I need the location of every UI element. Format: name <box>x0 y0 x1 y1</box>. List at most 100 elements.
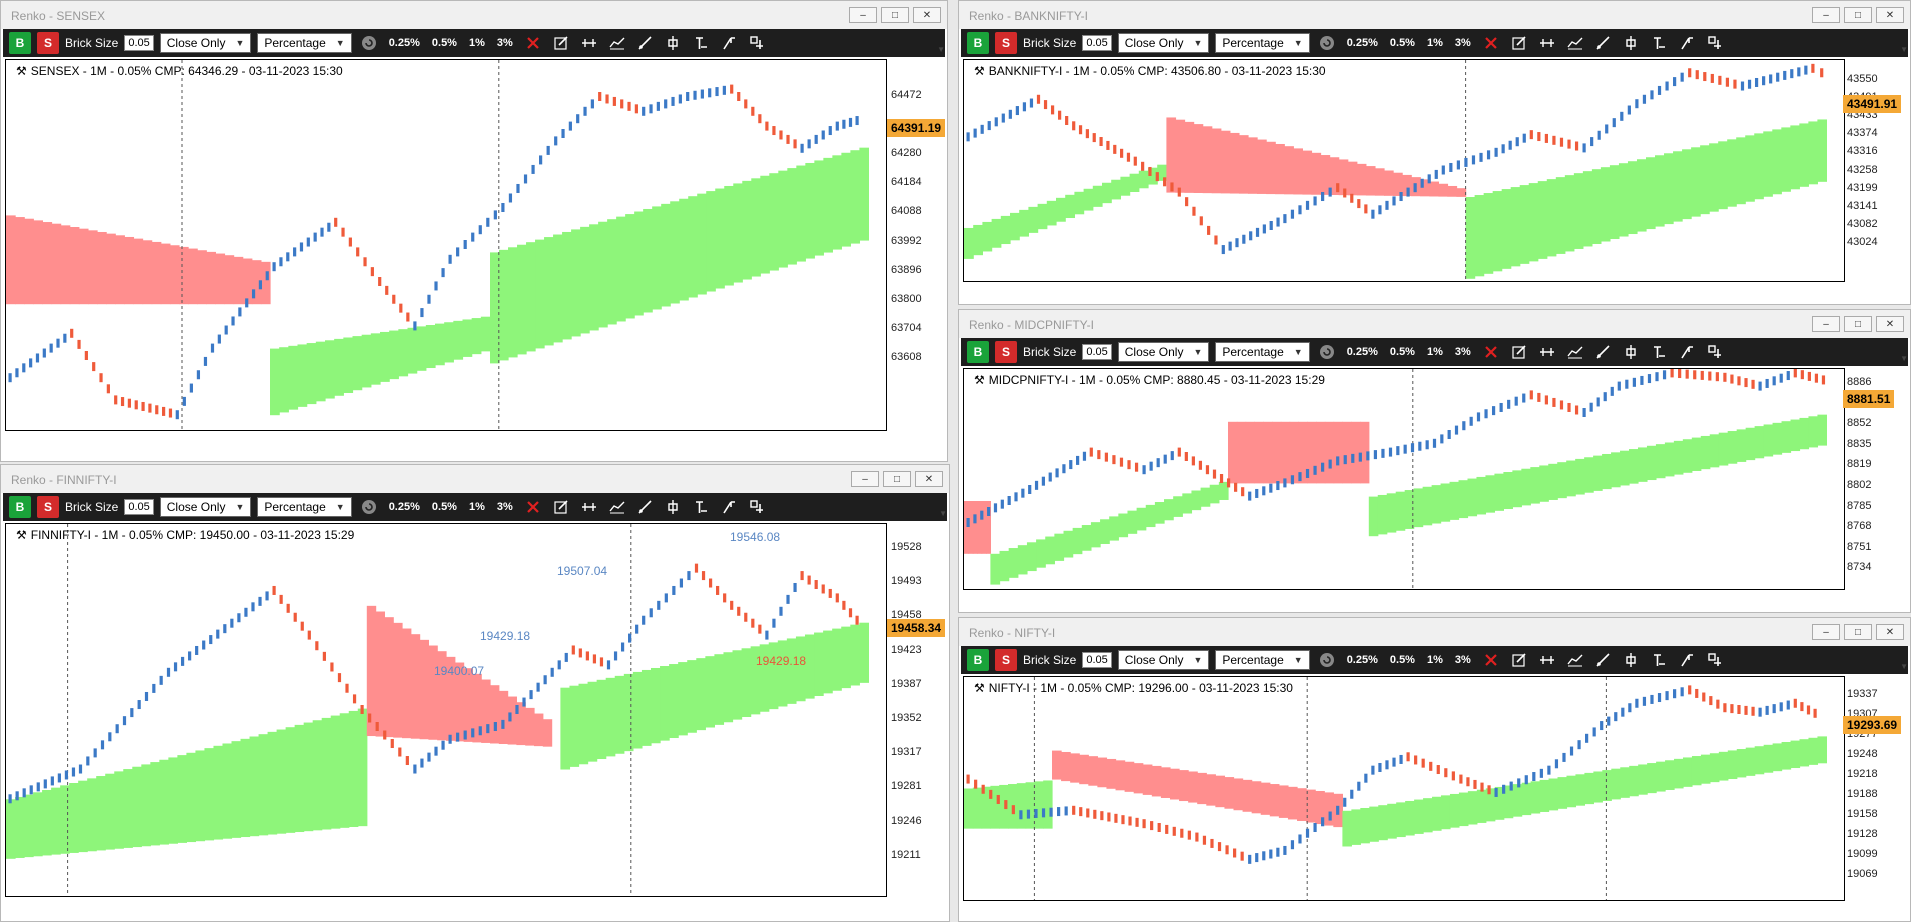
measure-icon[interactable] <box>1676 32 1698 54</box>
delete-icon[interactable] <box>1480 32 1502 54</box>
layout-icon[interactable] <box>1704 32 1726 54</box>
trendline-icon[interactable] <box>1592 649 1614 671</box>
refresh-icon[interactable] <box>1316 32 1338 54</box>
maximize-button[interactable]: □ <box>881 7 909 23</box>
trendline-icon[interactable] <box>634 496 656 518</box>
toolbar-overflow-icon[interactable]: ▼ <box>1900 662 1908 671</box>
price-annotation[interactable]: 19429.18 <box>480 629 531 643</box>
plot-frame[interactable]: ⚒ FINNIFTY-I - 1M - 0.05% CMP: 19450.00 -… <box>5 523 887 897</box>
horizontal-line-icon[interactable] <box>578 496 600 518</box>
plot-frame[interactable]: ⚒ MIDCPNIFTY-I - 1M - 0.05% CMP: 8880.45 … <box>963 368 1845 590</box>
mode-select[interactable]: Close Only ▼ <box>1117 33 1210 53</box>
renko-chart[interactable] <box>6 524 887 897</box>
window-titlebar[interactable]: Renko - NIFTY-I – □ ✕ <box>959 618 1910 646</box>
toolbar-overflow-icon[interactable]: ▼ <box>939 509 947 518</box>
mode-select[interactable]: Close Only ▼ <box>1117 650 1210 670</box>
plot-frame[interactable]: ⚒ BANKNIFTY-I - 1M - 0.05% CMP: 43506.80 … <box>963 59 1845 282</box>
mode-select[interactable]: Close Only ▼ <box>159 497 252 517</box>
trendline-icon[interactable] <box>1592 341 1614 363</box>
crosshair-icon[interactable] <box>662 32 684 54</box>
price-annotation[interactable]: 19400.07 <box>434 664 485 678</box>
window-sensex[interactable]: Renko - SENSEX – □ ✕ B S Brick Size 0.05 Close O… <box>0 0 948 462</box>
crosshair-icon[interactable] <box>1620 649 1642 671</box>
price-annotation[interactable]: 19429.18 <box>756 654 807 668</box>
buy-button[interactable]: B <box>967 341 989 363</box>
chart-area[interactable]: ⚒ BANKNIFTY-I - 1M - 0.05% CMP: 43506.80 … <box>961 59 1908 302</box>
text-tool-icon[interactable] <box>1648 341 1670 363</box>
pct-button-1[interactable]: 0.25% <box>388 501 420 513</box>
renko-chart[interactable] <box>964 369 1845 590</box>
indicator-icon[interactable] <box>1564 649 1586 671</box>
layout-icon[interactable] <box>746 32 768 54</box>
pct-button-2[interactable]: 0.5% <box>1389 654 1415 666</box>
buy-button[interactable]: B <box>9 32 31 54</box>
mode-select[interactable]: Close Only ▼ <box>159 33 252 53</box>
type-select[interactable]: Percentage ▼ <box>1215 33 1310 53</box>
chart-area[interactable]: ⚒ NIFTY-I - 1M - 0.05% CMP: 19296.00 - 03… <box>961 676 1908 919</box>
indicator-icon[interactable] <box>606 32 628 54</box>
type-select[interactable]: Percentage ▼ <box>257 33 352 53</box>
trendline-icon[interactable] <box>634 32 656 54</box>
brick-size-input[interactable]: 0.05 <box>124 499 154 515</box>
text-tool-icon[interactable] <box>690 32 712 54</box>
maximize-button[interactable]: □ <box>1844 624 1872 640</box>
pct-button-3[interactable]: 1% <box>1426 346 1443 358</box>
close-button[interactable]: ✕ <box>1876 624 1904 640</box>
chart-area[interactable]: ⚒ MIDCPNIFTY-I - 1M - 0.05% CMP: 8880.45 … <box>961 368 1908 610</box>
close-button[interactable]: ✕ <box>1876 316 1904 332</box>
plot-frame[interactable]: ⚒ NIFTY-I - 1M - 0.05% CMP: 19296.00 - 03… <box>963 676 1845 901</box>
close-button[interactable]: ✕ <box>915 471 943 487</box>
refresh-icon[interactable] <box>1316 649 1338 671</box>
pct-button-4[interactable]: 3% <box>496 37 513 49</box>
edit-icon[interactable] <box>550 32 572 54</box>
chart-area[interactable]: ⚒ FINNIFTY-I - 1M - 0.05% CMP: 19450.00 -… <box>3 523 947 919</box>
pct-button-2[interactable]: 0.5% <box>1389 346 1415 358</box>
horizontal-line-icon[interactable] <box>1536 649 1558 671</box>
brick-size-input[interactable]: 0.05 <box>124 35 154 51</box>
price-annotation[interactable]: 19507.04 <box>557 564 608 578</box>
sell-button[interactable]: S <box>995 32 1017 54</box>
brick-size-input[interactable]: 0.05 <box>1082 652 1112 668</box>
minimize-button[interactable]: – <box>1812 316 1840 332</box>
measure-icon[interactable] <box>718 32 740 54</box>
pct-button-1[interactable]: 0.25% <box>388 37 420 49</box>
window-titlebar[interactable]: Renko - FINNIFTY-I – □ ✕ <box>1 465 949 493</box>
crosshair-icon[interactable] <box>1620 341 1642 363</box>
layout-icon[interactable] <box>1704 649 1726 671</box>
close-button[interactable]: ✕ <box>1876 7 1904 23</box>
plot-frame[interactable]: ⚒ SENSEX - 1M - 0.05% CMP: 64346.29 - 03-… <box>5 59 887 431</box>
sell-button[interactable]: S <box>37 496 59 518</box>
delete-icon[interactable] <box>522 32 544 54</box>
pct-button-1[interactable]: 0.25% <box>1346 37 1378 49</box>
edit-icon[interactable] <box>1508 341 1530 363</box>
minimize-button[interactable]: – <box>849 7 877 23</box>
layout-icon[interactable] <box>746 496 768 518</box>
measure-icon[interactable] <box>718 496 740 518</box>
window-banknifty[interactable]: Renko - BANKNIFTY-I – □ ✕ B S Brick Size 0.05 Cl… <box>958 0 1911 305</box>
maximize-button[interactable]: □ <box>1844 7 1872 23</box>
renko-chart[interactable] <box>6 60 887 431</box>
pct-button-2[interactable]: 0.5% <box>431 501 457 513</box>
pct-button-3[interactable]: 1% <box>1426 37 1443 49</box>
brick-size-input[interactable]: 0.05 <box>1082 344 1112 360</box>
toolbar-overflow-icon[interactable]: ▼ <box>1900 45 1908 54</box>
horizontal-line-icon[interactable] <box>578 32 600 54</box>
edit-icon[interactable] <box>1508 649 1530 671</box>
pct-button-4[interactable]: 3% <box>496 501 513 513</box>
refresh-icon[interactable] <box>358 496 380 518</box>
sell-button[interactable]: S <box>995 341 1017 363</box>
window-titlebar[interactable]: Renko - MIDCPNIFTY-I – □ ✕ <box>959 310 1910 338</box>
type-select[interactable]: Percentage ▼ <box>1215 650 1310 670</box>
horizontal-line-icon[interactable] <box>1536 32 1558 54</box>
edit-icon[interactable] <box>550 496 572 518</box>
delete-icon[interactable] <box>522 496 544 518</box>
text-tool-icon[interactable] <box>690 496 712 518</box>
measure-icon[interactable] <box>1676 649 1698 671</box>
minimize-button[interactable]: – <box>1812 7 1840 23</box>
text-tool-icon[interactable] <box>1648 32 1670 54</box>
measure-icon[interactable] <box>1676 341 1698 363</box>
renko-chart[interactable] <box>964 677 1845 901</box>
type-select[interactable]: Percentage ▼ <box>1215 342 1310 362</box>
pct-button-3[interactable]: 1% <box>468 37 485 49</box>
maximize-button[interactable]: □ <box>1844 316 1872 332</box>
